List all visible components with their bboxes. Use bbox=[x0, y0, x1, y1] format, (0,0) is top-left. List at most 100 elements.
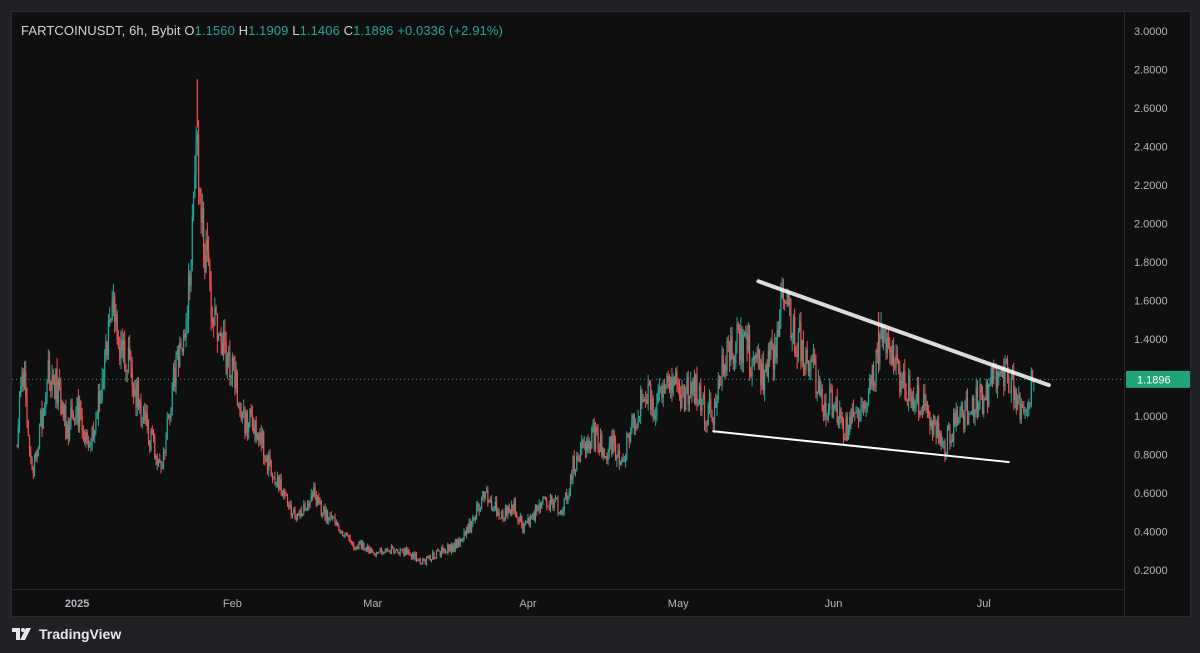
candle-body bbox=[1024, 410, 1026, 413]
candle bbox=[646, 393, 648, 405]
candle bbox=[501, 510, 503, 520]
candle-body bbox=[814, 354, 816, 364]
candle bbox=[693, 369, 696, 405]
candle-body bbox=[752, 356, 754, 360]
candle bbox=[77, 389, 79, 433]
candle bbox=[757, 343, 759, 370]
candle-body bbox=[310, 493, 312, 502]
candlestick-chart[interactable] bbox=[12, 12, 1124, 589]
candle-body bbox=[989, 383, 991, 386]
candle bbox=[464, 530, 466, 537]
candle bbox=[55, 367, 57, 409]
candle-body bbox=[839, 410, 841, 420]
candle-body bbox=[762, 363, 764, 391]
candle-body bbox=[536, 505, 538, 512]
chart-panel: FARTCOINUSDT, 6h, Bybit O1.1560 H1.1909 … bbox=[11, 11, 1191, 617]
candle-body bbox=[690, 382, 692, 396]
candle bbox=[814, 348, 816, 366]
candle-body bbox=[897, 360, 900, 368]
candle bbox=[903, 363, 905, 389]
candle bbox=[125, 363, 127, 382]
candle bbox=[623, 456, 625, 463]
candle-body bbox=[276, 476, 279, 483]
candle-body bbox=[825, 402, 827, 420]
candle-body bbox=[360, 541, 362, 548]
candle-body bbox=[316, 496, 319, 506]
chart-area[interactable]: FARTCOINUSDT, 6h, Bybit O1.1560 H1.1909 … bbox=[12, 12, 1124, 589]
candle-body bbox=[134, 389, 136, 396]
candle bbox=[715, 393, 717, 408]
candle bbox=[233, 355, 235, 372]
candle-body bbox=[443, 548, 445, 551]
candle-body bbox=[666, 376, 668, 388]
candle-body bbox=[129, 347, 131, 360]
candle-body bbox=[300, 509, 302, 517]
candle-body bbox=[636, 426, 638, 428]
candle bbox=[812, 343, 815, 369]
candle bbox=[666, 373, 668, 390]
candle-body bbox=[101, 378, 103, 399]
candle-body bbox=[229, 352, 231, 377]
candle-body bbox=[353, 544, 355, 549]
candle bbox=[650, 380, 652, 415]
candle bbox=[637, 409, 639, 429]
candle-body bbox=[973, 398, 975, 418]
branding[interactable]: TradingView bbox=[12, 624, 121, 644]
trendline-lower bbox=[712, 430, 1010, 464]
candle-body bbox=[809, 370, 811, 372]
candle bbox=[477, 500, 479, 512]
candle-body bbox=[563, 498, 565, 512]
candle-body bbox=[463, 531, 465, 539]
candle bbox=[320, 500, 322, 518]
candle bbox=[340, 530, 342, 534]
price-axis[interactable]: 0.20000.40000.60000.80001.00001.20001.40… bbox=[1124, 12, 1191, 616]
candle-body bbox=[960, 406, 962, 411]
candle-body bbox=[641, 390, 643, 403]
candle-body bbox=[117, 340, 120, 348]
candle-body bbox=[856, 410, 858, 412]
candle bbox=[213, 317, 215, 338]
candle bbox=[703, 385, 706, 431]
candle bbox=[867, 387, 870, 407]
candle-body bbox=[389, 550, 391, 554]
candle bbox=[310, 489, 312, 503]
candle bbox=[771, 329, 773, 350]
candle-body bbox=[913, 397, 915, 409]
candle bbox=[114, 292, 116, 333]
time-tick-label: Apr bbox=[519, 598, 536, 610]
candle bbox=[243, 399, 245, 419]
candle-body bbox=[988, 385, 990, 407]
candle-body bbox=[504, 508, 506, 520]
candle-body bbox=[829, 388, 831, 410]
candle-body bbox=[147, 425, 150, 441]
candle bbox=[47, 349, 49, 384]
candle bbox=[895, 344, 897, 376]
candle-body bbox=[492, 509, 494, 511]
candle bbox=[1028, 398, 1030, 417]
candle bbox=[966, 388, 969, 426]
candle-body bbox=[306, 503, 309, 509]
candle-body bbox=[531, 515, 533, 517]
candle bbox=[240, 402, 242, 422]
candle-body bbox=[291, 513, 294, 516]
candle bbox=[840, 406, 842, 424]
candle-body bbox=[950, 440, 952, 443]
candle bbox=[713, 398, 716, 434]
candle-body bbox=[131, 367, 133, 387]
candle-body bbox=[568, 491, 570, 497]
candle bbox=[66, 421, 68, 439]
candle bbox=[46, 378, 48, 405]
candle-body bbox=[686, 377, 688, 394]
candle bbox=[244, 406, 246, 440]
candle-body bbox=[105, 341, 107, 361]
candle bbox=[379, 547, 381, 553]
candle-body bbox=[986, 383, 989, 407]
candle bbox=[879, 331, 881, 371]
time-axis[interactable]: 2025 Feb Mar Apr May Jun Jul bbox=[12, 589, 1124, 617]
candle-body bbox=[122, 340, 125, 351]
legend-symbol[interactable]: FARTCOINUSDT bbox=[21, 23, 122, 38]
candle bbox=[850, 408, 852, 430]
candle bbox=[306, 500, 309, 512]
candle-body bbox=[722, 355, 724, 376]
candle bbox=[747, 321, 749, 354]
